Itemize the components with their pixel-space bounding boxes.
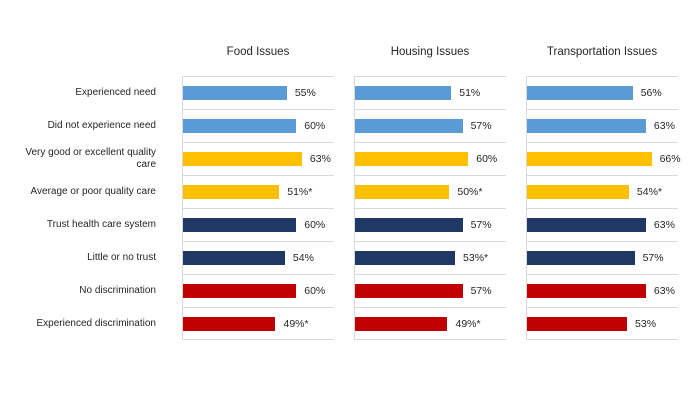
column-header: Transportation Issues: [546, 46, 658, 58]
bar-value-label: 57%: [470, 120, 492, 132]
category-label: Average or poor quality care: [30, 185, 156, 197]
bar: [355, 185, 450, 199]
bar: [527, 218, 646, 232]
bar-row: 54%*: [527, 175, 678, 208]
bar-value-label: 55%: [294, 87, 316, 99]
bar-row: 60%: [355, 142, 506, 175]
category-label: Did not experience need: [47, 119, 156, 131]
bar-value-label: 49%*: [283, 317, 309, 330]
bar-row: 63%: [527, 274, 678, 307]
bar: [527, 251, 635, 265]
bar: [183, 251, 285, 265]
bar: [527, 152, 652, 166]
bar-row: 54%: [183, 241, 334, 274]
bar-value-label: 60%: [304, 120, 326, 132]
bar-row: 49%*: [183, 307, 334, 340]
bar-value-label: 66%: [659, 153, 681, 165]
category-label: Little or no trust: [87, 251, 156, 263]
bar-value-label: 51%*: [287, 186, 313, 198]
bar-value-label: 60%: [304, 285, 326, 297]
panel-food-issues: 55% 60% 63% 51%* 60% 54% 60% 49%*: [182, 76, 334, 340]
bar-value-label: 54%*: [636, 186, 663, 198]
bar-row: 53%: [527, 307, 678, 340]
category-label: Very good or excellent quality care: [25, 146, 156, 170]
bar-value-label: 63%: [653, 120, 675, 132]
bar-value-label: 54%: [292, 252, 314, 264]
bar: [355, 284, 463, 298]
category-labels: Experienced need Did not experience need V…: [10, 76, 162, 340]
bar: [183, 152, 302, 166]
bar: [183, 86, 287, 100]
bar-value-label: 60%: [304, 219, 326, 231]
category-label: Trust health care system: [46, 218, 156, 230]
category-label: Experienced discrimination: [36, 317, 156, 329]
category-label: Experienced need: [75, 86, 156, 98]
column-headers-row: Food Issues Housing Issues Transportation …: [10, 46, 690, 58]
bar-value-label: 51%: [459, 87, 481, 99]
bar: [527, 185, 629, 199]
bar-row: 53%*: [355, 241, 506, 274]
column-header: Housing Issues: [390, 46, 470, 58]
bar-row: 60%: [183, 109, 334, 142]
bar-value-label: 57%: [470, 285, 492, 297]
bar-value-label: 49%*: [455, 317, 481, 330]
bar: [355, 316, 448, 331]
column-header: Food Issues: [226, 46, 290, 58]
bar-row: 57%: [527, 241, 678, 274]
bar-value-label: 63%: [309, 153, 331, 165]
bar-row: 63%: [527, 208, 678, 241]
bar-row: 57%: [355, 208, 506, 241]
bar-row: 63%: [183, 142, 334, 175]
bar-value-label: 57%: [642, 252, 664, 264]
bar: [183, 284, 297, 298]
bar-row: 49%*: [355, 307, 506, 340]
bar-row: 57%: [355, 109, 506, 142]
bar: [183, 218, 297, 232]
bar: [183, 316, 276, 331]
bar-row: 60%: [183, 208, 334, 241]
bar: [527, 119, 646, 133]
bar-row: 56%: [527, 76, 678, 109]
bar: [527, 284, 646, 298]
bar-row: 60%: [183, 274, 334, 307]
bar-row: 55%: [183, 76, 334, 109]
bar-row: 63%: [527, 109, 678, 142]
header-spacer: [10, 46, 162, 58]
bar-value-label: 60%: [476, 153, 498, 165]
bar: [355, 86, 452, 100]
bar-row: 66%: [527, 142, 681, 175]
bar: [355, 119, 463, 133]
bar-row: 50%*: [355, 175, 506, 208]
bar: [527, 86, 633, 100]
bar: [355, 152, 469, 166]
panel-transportation-issues: 56% 63% 66% 54%* 63% 57% 63% 53%: [526, 76, 681, 340]
category-label: No discrimination: [79, 284, 156, 296]
bar-row: 57%: [355, 274, 506, 307]
bar-row: 51%: [355, 76, 506, 109]
chart-grid: Experienced need Did not experience need V…: [10, 76, 690, 340]
bar: [183, 119, 297, 133]
bar-value-label: 53%: [635, 317, 657, 330]
bar-row: 51%*: [183, 175, 334, 208]
bar: [183, 185, 280, 199]
bar: [355, 251, 456, 265]
bar-value-label: 57%: [470, 219, 492, 231]
bar-value-label: 63%: [653, 285, 675, 297]
bar: [355, 218, 463, 232]
bar-value-label: 53%*: [463, 252, 489, 264]
bar-value-label: 56%: [640, 87, 662, 99]
panel-housing-issues: 51% 57% 60% 50%* 57% 53%* 57% 49%*: [354, 76, 506, 340]
bar: [527, 316, 628, 331]
bar-value-label: 50%*: [457, 186, 483, 198]
bar-value-label: 63%: [653, 219, 675, 231]
